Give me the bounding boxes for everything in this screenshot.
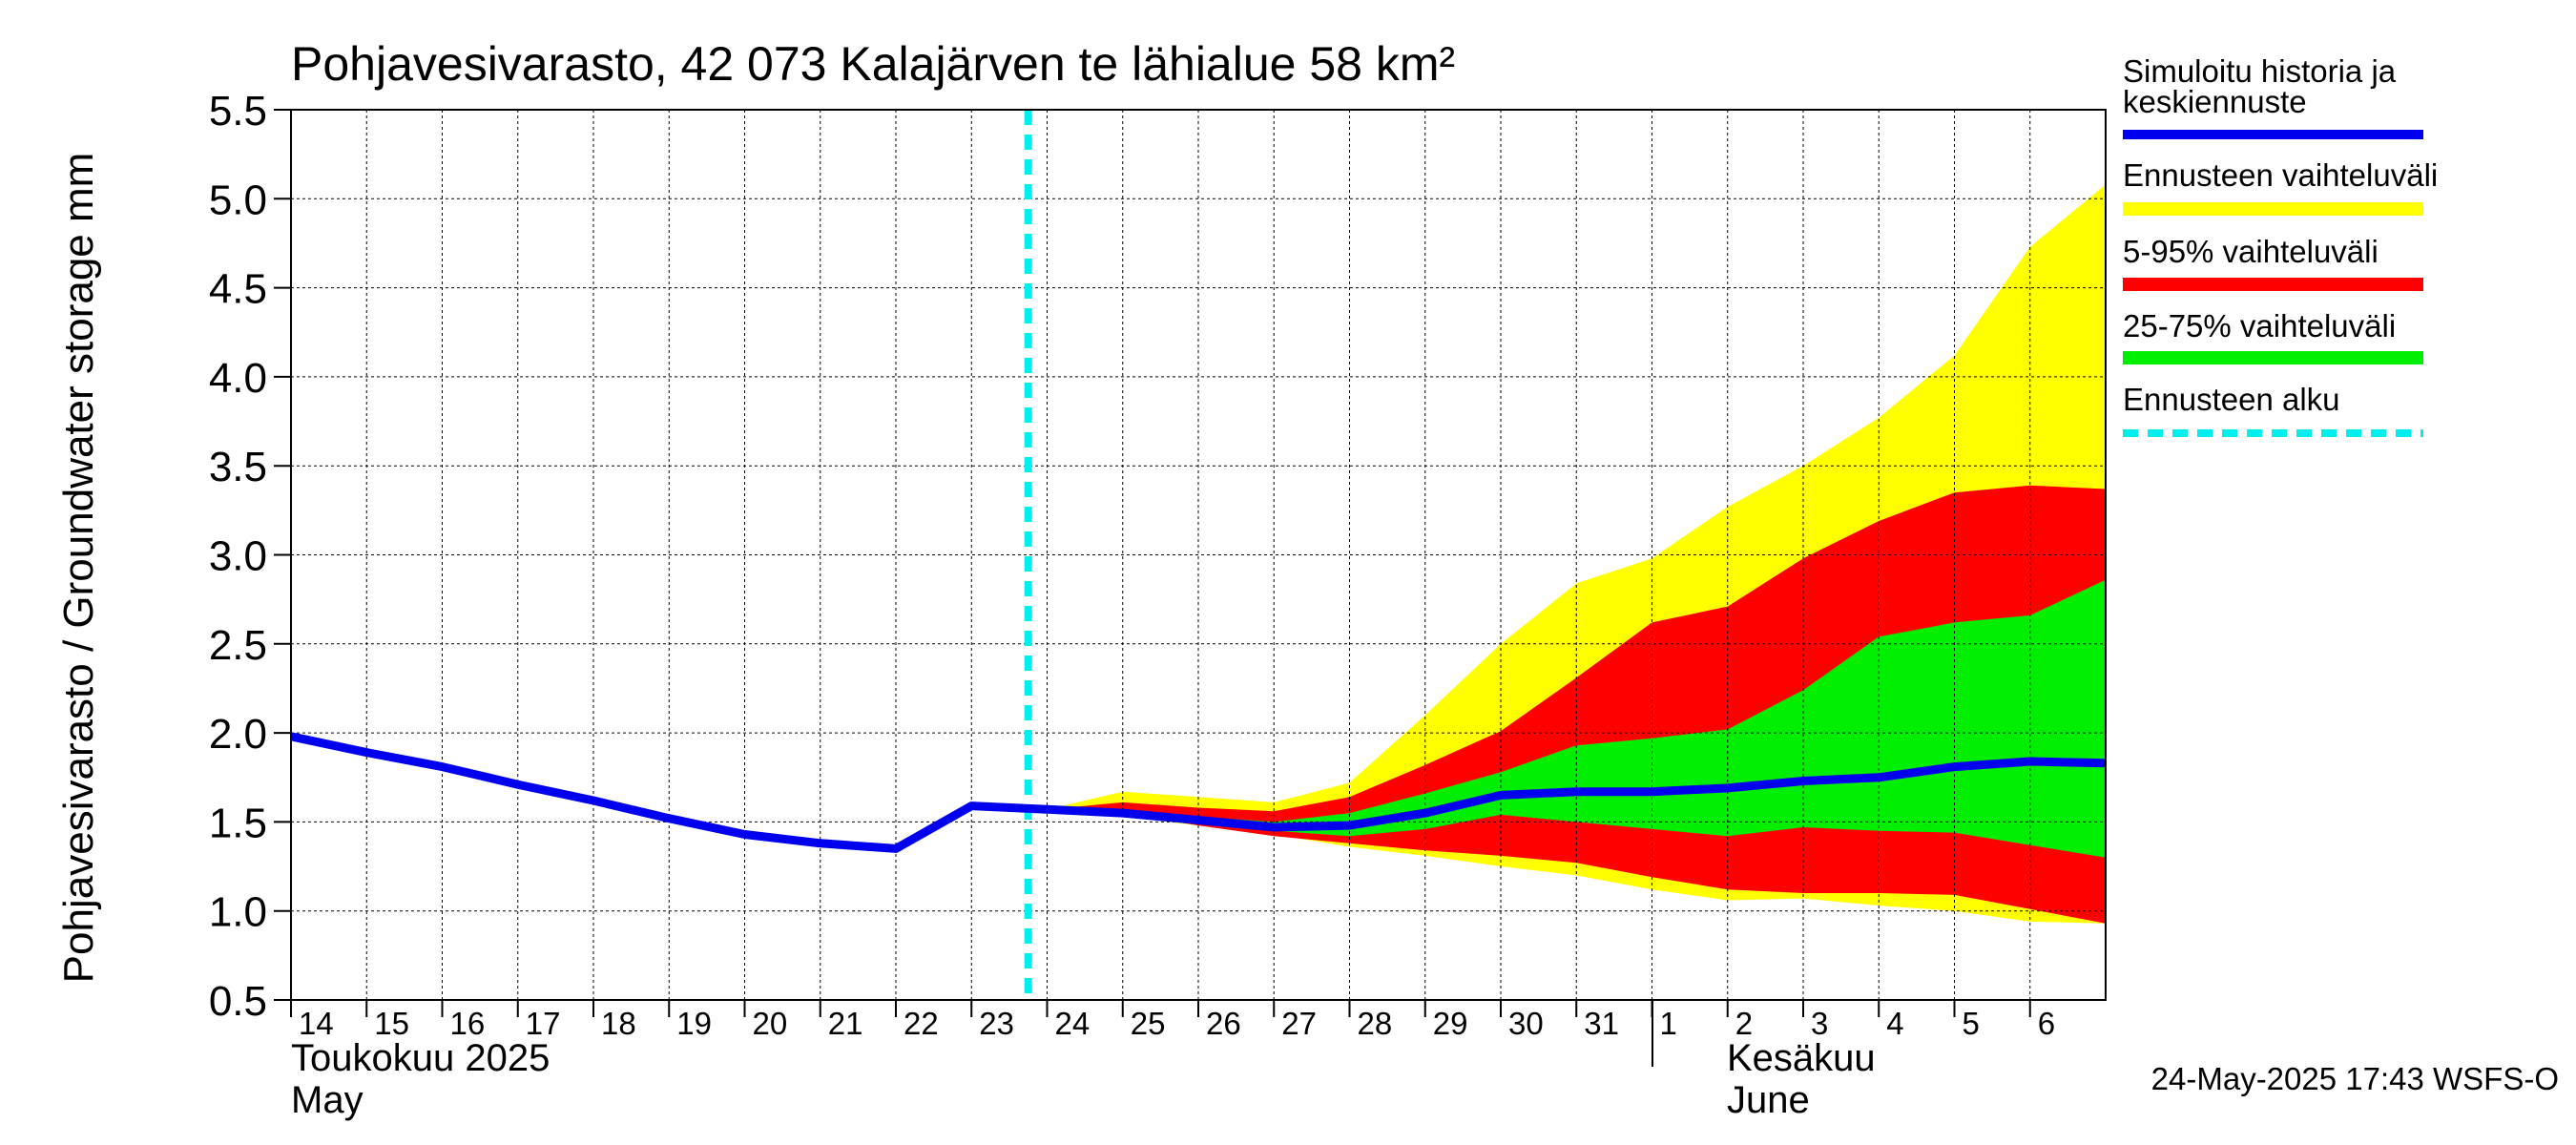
x-tick-label: 5 xyxy=(1963,1006,1980,1041)
month-label-may-en: May xyxy=(291,1079,364,1121)
x-tick-label: 17 xyxy=(526,1006,561,1041)
y-tick-label: 3.0 xyxy=(209,533,267,580)
y-tick-label: 5.0 xyxy=(209,177,267,223)
forecast-bands xyxy=(1047,184,2106,924)
y-tick-label: 3.5 xyxy=(209,444,267,490)
y-tick-label: 2.5 xyxy=(209,622,267,669)
legend-label-p5-95: 5-95% vaihteluväli xyxy=(2123,234,2379,269)
y-tick-label: 1.0 xyxy=(209,889,267,936)
legend-label-p25-75: 25-75% vaihteluväli xyxy=(2123,308,2396,344)
x-tick-label: 18 xyxy=(601,1006,636,1041)
x-tick-label: 25 xyxy=(1131,1006,1166,1041)
chart-title: Pohjavesivarasto, 42 073 Kalajärven te l… xyxy=(291,37,1455,91)
x-tick-label: 21 xyxy=(828,1006,863,1041)
y-tick-label: 5.5 xyxy=(209,88,267,135)
y-tick-label: 0.5 xyxy=(209,978,267,1025)
y-tick-label: 4.0 xyxy=(209,355,267,402)
legend-label-forecast-start: Ennusteen alku xyxy=(2123,382,2340,417)
y-axis-label: Pohjavesivarasto / Groundwater storage m… xyxy=(55,153,102,984)
legend-label-history-line2: keskiennuste xyxy=(2123,84,2307,119)
band-25-75 xyxy=(1047,579,2106,858)
x-tick-label: 2 xyxy=(1735,1006,1753,1041)
median-series-line xyxy=(290,732,2107,853)
x-tick-label: 27 xyxy=(1281,1006,1317,1041)
grid-lines xyxy=(291,110,2106,1000)
x-tick-label: 26 xyxy=(1206,1006,1241,1041)
x-tick-label: 22 xyxy=(904,1006,939,1041)
x-tick-label: 20 xyxy=(753,1006,788,1041)
x-tick-label: 31 xyxy=(1584,1006,1619,1041)
legend-label-range: Ennusteen vaihteluväli xyxy=(2123,157,2438,193)
y-tick-label: 4.5 xyxy=(209,266,267,313)
timestamp: 24-May-2025 17:43 WSFS-O xyxy=(2151,1061,2559,1096)
y-tick-label: 2.0 xyxy=(209,711,267,758)
month-label-june-en: June xyxy=(1727,1079,1810,1121)
month-label-may-fi: Toukokuu 2025 xyxy=(291,1037,550,1079)
x-tick-label: 23 xyxy=(979,1006,1014,1041)
x-tick-label: 30 xyxy=(1508,1006,1544,1041)
x-tick-label: 28 xyxy=(1358,1006,1393,1041)
x-tick-label: 14 xyxy=(299,1006,334,1041)
y-tick-label: 1.5 xyxy=(209,800,267,846)
month-label-june-fi: Kesäkuu xyxy=(1727,1037,1876,1079)
x-tick-label: 16 xyxy=(450,1006,486,1041)
series-lines xyxy=(290,110,2107,1000)
x-axis-ticks: 14 15 16 17 18 19 20 21 22 23 24 25 26 27 28 29 30 31 1 2 3 4… xyxy=(290,1000,2055,1041)
legend: Simuloitu historia ja keskiennuste Ennus… xyxy=(2123,53,2438,437)
x-tick-label: 24 xyxy=(1055,1006,1091,1041)
x-tick-label: 3 xyxy=(1811,1006,1828,1041)
x-tick-label: 15 xyxy=(374,1006,409,1041)
x-tick-label: 1 xyxy=(1660,1006,1677,1041)
x-tick-label: 29 xyxy=(1433,1006,1468,1041)
x-tick-label: 6 xyxy=(2038,1006,2055,1041)
y-axis-ticks: 0.5 1.0 1.5 2.0 2.5 3.0 3.5 4.0 4.5 5.0 5.5 xyxy=(209,88,291,1025)
legend-label-history-line1: Simuloitu historia ja xyxy=(2123,53,2397,89)
x-tick-label: 4 xyxy=(1886,1006,1903,1041)
x-tick-label: 19 xyxy=(676,1006,712,1041)
